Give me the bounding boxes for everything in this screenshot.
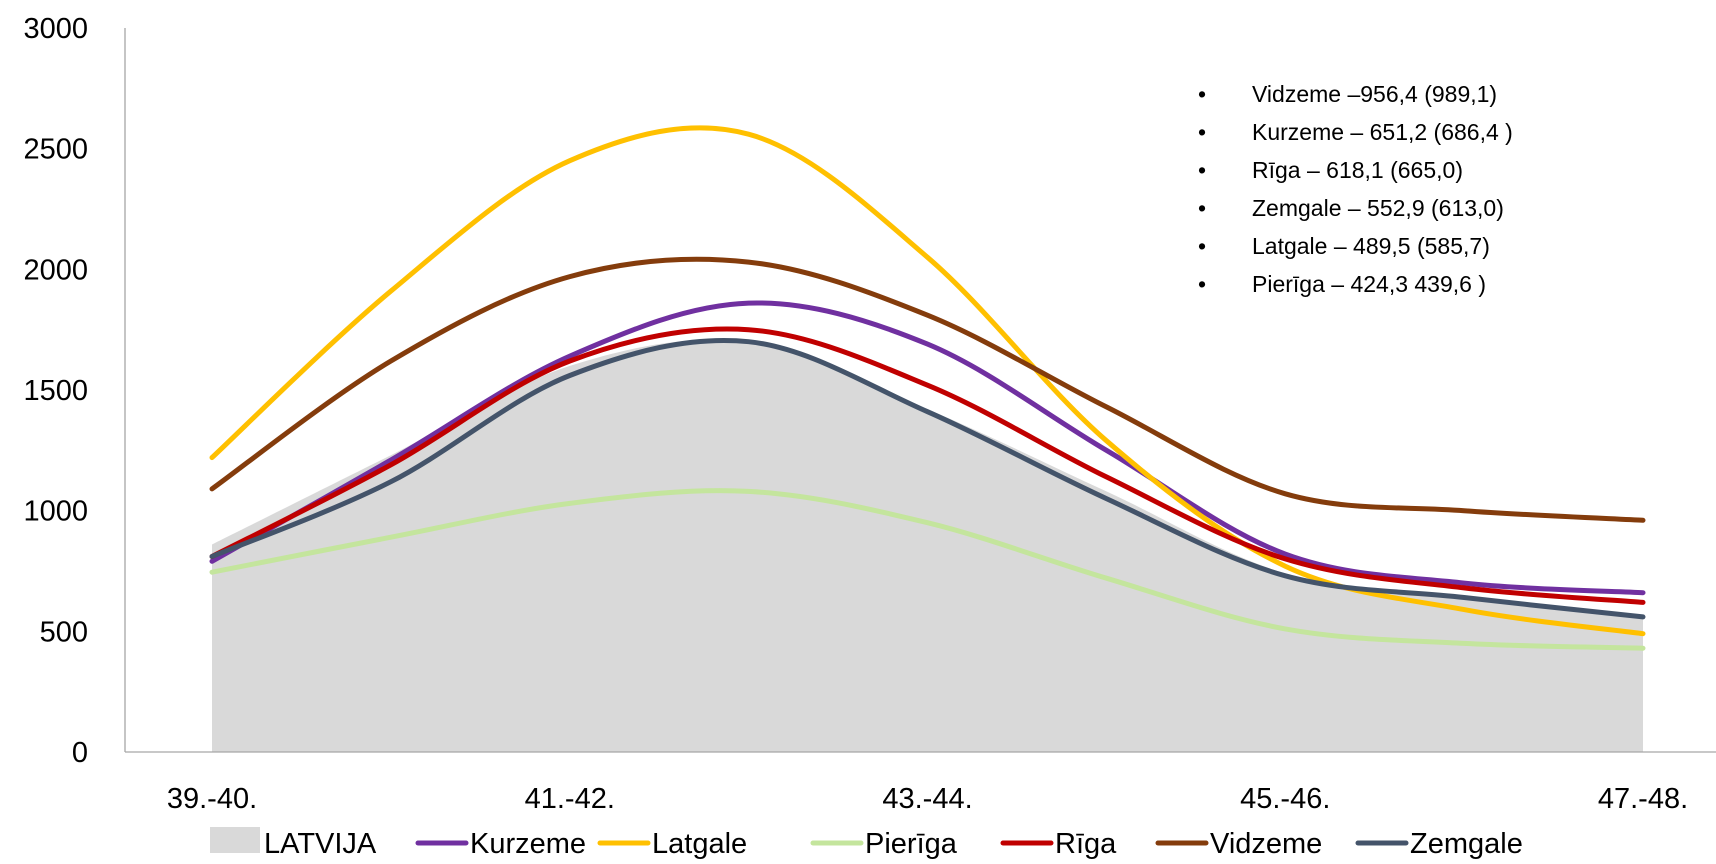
annotation-item: Latgale – 489,5 (585,7) [1252,233,1490,259]
x-axis-ticks: 39.-40. 41.-42. 43.-44. 45.-46. 47.-48. [167,783,1688,815]
annotation-item: Pierīga – 424,3 439,6 ) [1252,271,1486,297]
series-line-r-ga [209,326,1646,605]
x-tick-label: 43.-44. [882,783,972,815]
y-tick-label: 1000 [23,496,88,528]
x-tick-label: 41.-42. [525,783,615,815]
legend-label-zemgale: Zemgale [1410,828,1523,859]
series-line-zemgale [209,337,1646,620]
legend-label-pier-ga: Pierīga [865,828,958,859]
y-tick-label: 1500 [23,375,88,407]
legend-label-kurzeme: Kurzeme [470,828,586,859]
series-line-latgale [209,125,1646,637]
annotation-bullet: • [1198,81,1206,107]
series-line-kurzeme [209,300,1646,596]
x-tick-label: 45.-46. [1240,783,1330,815]
x-tick-label: 47.-48. [1598,783,1688,815]
annotation-item: Kurzeme – 651,2 (686,4 ) [1252,119,1513,145]
legend-label-r-ga: Rīga [1055,828,1117,859]
legend-label-latvija: LATVIJA [264,828,377,859]
series-line-pier-ga [209,488,1646,651]
annotation-item: Vidzeme –956,4 (989,1) [1252,81,1497,107]
area-latvija [212,339,1643,752]
y-tick-label: 500 [40,616,88,648]
annotation-bullet: • [1198,195,1206,221]
series-layer [209,125,1646,651]
y-axis-ticks: 0 500 1000 1500 2000 2500 3000 [23,13,88,769]
legend: LATVIJA Kurzeme Latgale Pierīga Rīga Vidzeme Z… [210,827,1523,860]
axes [124,28,1716,753]
y-tick-label: 0 [72,737,88,769]
annotation-bullet: • [1198,157,1206,183]
legend-label-vidzeme: Vidzeme [1210,828,1322,859]
annotation-item: Rīga – 618,1 (665,0) [1252,157,1463,183]
annotation-list: • Vidzeme –956,4 (989,1) • Kurzeme – 651,2 … [1198,81,1513,297]
y-tick-label: 2500 [23,134,88,166]
y-tick-label: 3000 [23,13,88,45]
annotation-item: Zemgale – 552,9 (613,0) [1252,195,1504,221]
annotation-bullet: • [1198,119,1206,145]
legend-swatch-latvija [210,827,260,853]
annotation-bullet: • [1198,233,1206,259]
series-line-vidzeme [209,256,1646,523]
annotation-bullet: • [1198,271,1206,297]
legend-label-latgale: Latgale [652,828,747,859]
y-tick-label: 2000 [23,254,88,286]
area-layer [212,339,1643,752]
x-tick-label: 39.-40. [167,783,257,815]
